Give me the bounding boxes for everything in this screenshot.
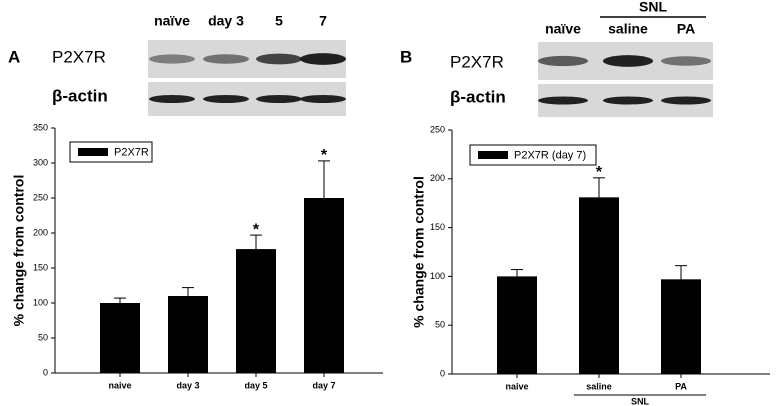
blot-band — [300, 95, 346, 103]
panel-label: B — [400, 47, 412, 66]
legend-label: P2X7R — [114, 146, 149, 158]
significance-mark: * — [321, 147, 328, 164]
blot-row-label: P2X7R — [450, 52, 504, 71]
blot-lane-label: PA — [677, 21, 695, 37]
blot-band — [256, 53, 302, 65]
blot-band — [203, 54, 249, 64]
y-tick-label: 50 — [38, 332, 48, 342]
bar — [304, 198, 344, 373]
x-tick-label: saline — [586, 381, 612, 391]
blot-row-label: β-actin — [450, 87, 506, 106]
y-tick-label: 0 — [440, 368, 445, 378]
legend-box — [469, 144, 597, 166]
blot-band — [661, 56, 711, 66]
bar — [579, 197, 619, 374]
blot-row-label: P2X7R — [52, 47, 106, 66]
y-tick-label: 250 — [33, 192, 48, 202]
y-tick-label: 150 — [430, 222, 445, 232]
x-tick-label: PA — [675, 381, 687, 391]
blot-band — [538, 55, 588, 67]
x-tick-label: naive — [108, 380, 131, 390]
blot-lane-label: saline — [608, 21, 648, 37]
y-tick-label: 100 — [33, 297, 48, 307]
blot-band — [603, 55, 653, 67]
blot-band — [149, 54, 195, 64]
blot-band — [256, 95, 302, 103]
category-group-label: SNL — [631, 396, 650, 406]
bar — [236, 249, 276, 373]
blot-band — [538, 96, 588, 105]
legend-label: P2X7R (day 7) — [514, 149, 586, 161]
bar — [168, 296, 208, 373]
significance-mark: * — [596, 164, 603, 181]
blot-band — [149, 95, 195, 103]
blot-band — [603, 96, 653, 105]
y-tick-label: 300 — [33, 157, 48, 167]
panel-label: A — [8, 47, 20, 66]
y-tick-label: 350 — [33, 122, 48, 132]
significance-mark: * — [253, 221, 260, 238]
y-axis-label: % change from control — [411, 176, 427, 328]
bar — [497, 276, 537, 374]
legend-box — [69, 141, 153, 163]
blot-row-label: β-actin — [52, 86, 108, 105]
x-tick-label: day 5 — [244, 380, 267, 390]
y-tick-label: 0 — [43, 367, 48, 377]
y-tick-label: 150 — [33, 262, 48, 272]
y-tick-label: 50 — [435, 320, 445, 330]
blot-lane-label: 5 — [275, 13, 283, 29]
x-tick-label: day 7 — [312, 380, 335, 390]
x-tick-label: naive — [505, 381, 528, 391]
y-axis-label: % change from control — [11, 175, 27, 327]
y-tick-label: 200 — [33, 227, 48, 237]
legend-swatch — [78, 148, 108, 156]
blot-band — [300, 53, 346, 65]
blot-lane-label: naïve — [545, 21, 581, 37]
bar — [661, 279, 701, 374]
blot-lane-label: 7 — [319, 13, 327, 29]
blot-lane-label: day 3 — [208, 13, 244, 29]
blot-group-label: SNL — [639, 0, 667, 15]
x-tick-label: day 3 — [176, 380, 199, 390]
y-tick-label: 200 — [430, 173, 445, 183]
bar — [100, 303, 140, 373]
y-tick-label: 100 — [430, 271, 445, 281]
legend-swatch — [478, 151, 508, 159]
blot-lane-label: naïve — [154, 13, 190, 29]
panel: A P2X7R β-actin naïve day 3 5 7 0 50 100 150 200 250… — [8, 13, 383, 390]
y-tick-label: 250 — [430, 124, 445, 134]
panel: B P2X7R β-actin naïve saline PA SNL 0 50 100 150 20… — [400, 0, 770, 406]
blot-band — [203, 95, 249, 103]
blot-band — [661, 96, 711, 105]
